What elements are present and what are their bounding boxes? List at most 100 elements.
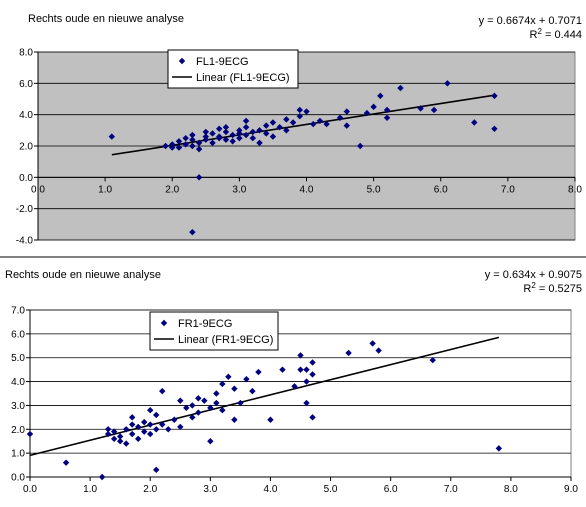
data-point [383, 114, 391, 121]
data-point [175, 144, 183, 151]
data-point [141, 428, 148, 435]
r-squared-label: R2 = 0.5275 [523, 281, 582, 295]
chart-top: Rechts oude en nieuwe analyse y = 0.6674x… [16, 13, 583, 247]
data-point [222, 136, 230, 143]
data-point [159, 387, 166, 395]
data-point [310, 120, 317, 128]
data-point [255, 368, 262, 376]
data-point [297, 366, 304, 373]
data-point [336, 114, 344, 121]
legend-marker-icon [160, 319, 168, 327]
y-tick-label: -2.0 [16, 204, 34, 215]
y-tick-label: 1.0 [11, 449, 25, 460]
data-point [269, 119, 277, 126]
data-point [283, 116, 290, 123]
x-tick-label: 1.0 [83, 484, 97, 495]
data-point [229, 131, 236, 139]
r-squared-superscript: 2 [531, 281, 536, 290]
data-point [279, 366, 286, 373]
data-point [153, 426, 160, 433]
x-tick-label: 5.0 [367, 184, 381, 195]
x-tick-label: 4.0 [300, 184, 314, 195]
data-point [207, 438, 214, 445]
x-tick-label: 6.0 [384, 484, 398, 495]
y-tick-label: 0.0 [19, 173, 33, 184]
y-tick-label: 2.0 [11, 425, 25, 436]
x-tick-label: 3.0 [203, 484, 217, 495]
data-point [147, 421, 154, 428]
x-tick-label: 7.0 [444, 484, 458, 495]
r-squared-prefix: R [530, 29, 538, 41]
data-point [236, 127, 243, 134]
data-point [243, 375, 250, 383]
data-point [26, 430, 34, 438]
data-point [231, 385, 238, 392]
data-point [397, 84, 404, 92]
data-point [236, 134, 243, 142]
data-point [189, 228, 196, 236]
data-point [383, 106, 391, 114]
legend-trendline-label: Linear (FL1-9ECG) [196, 72, 290, 84]
data-point [162, 142, 169, 150]
data-point [195, 145, 203, 153]
data-point [303, 108, 310, 115]
y-tick-label: 2.0 [19, 142, 33, 153]
regression-equation: y = 0.634x + 0.9075 [485, 269, 582, 281]
data-point [417, 105, 424, 112]
data-point [110, 428, 118, 435]
data-point [153, 466, 160, 474]
data-point [231, 416, 238, 423]
data-point [189, 136, 196, 143]
x-tick-label: 3.0 [232, 184, 246, 195]
data-point [116, 433, 124, 440]
y-tick-label: 6.0 [19, 79, 33, 90]
data-point [209, 139, 216, 147]
data-point [177, 423, 184, 431]
data-point [375, 347, 382, 354]
data-point [309, 371, 316, 378]
data-point [343, 122, 350, 129]
data-point [209, 130, 216, 137]
data-point [147, 430, 154, 438]
legend-series-label: FR1-9ECG [178, 318, 232, 330]
data-point [159, 421, 166, 428]
data-point [303, 399, 310, 407]
data-point [189, 131, 196, 139]
r-squared-label: R2 = 0.444 [530, 27, 582, 41]
data-point [189, 142, 196, 150]
data-point [316, 117, 324, 125]
y-tick-label: 7.0 [11, 306, 25, 317]
plot-area [29, 309, 572, 478]
data-point [128, 430, 136, 438]
data-point [276, 124, 283, 131]
chart-bottom: Rechts oude en nieuwe analyse y = 0.634x … [0, 262, 586, 507]
chart-top-svg: Rechts oude en nieuwe analyse y = 0.6674x… [16, 13, 583, 247]
data-point [195, 409, 202, 416]
data-point [303, 378, 310, 385]
data-point [363, 109, 371, 117]
data-point [249, 387, 256, 395]
data-point [429, 356, 436, 364]
x-tick-label: 5.0 [324, 484, 338, 495]
data-point [263, 130, 270, 137]
r-squared-superscript: 2 [537, 27, 542, 36]
data-point [242, 117, 250, 125]
data-point [377, 92, 384, 100]
y-tick-label: 5.0 [11, 353, 25, 364]
y-tick-label: -4.0 [16, 236, 34, 247]
regression-equation: y = 0.6674x + 0.7071 [479, 15, 582, 27]
data-point [219, 407, 226, 414]
data-point [213, 390, 220, 397]
x-tick-label: 2.0 [143, 484, 157, 495]
chart-bottom-svg: Rechts oude en nieuwe analyse y = 0.634x … [5, 269, 582, 495]
data-point [189, 414, 196, 421]
y-tick-label: 3.0 [11, 401, 25, 412]
data-point [182, 134, 189, 142]
data-point [116, 438, 124, 445]
data-point [323, 120, 330, 128]
data-point [135, 435, 142, 443]
data-point [128, 421, 136, 428]
x-tick-label: 1.0 [98, 184, 112, 195]
legend-trendline-label: Linear (FR1-9ECG) [178, 334, 273, 346]
data-point [183, 404, 190, 412]
